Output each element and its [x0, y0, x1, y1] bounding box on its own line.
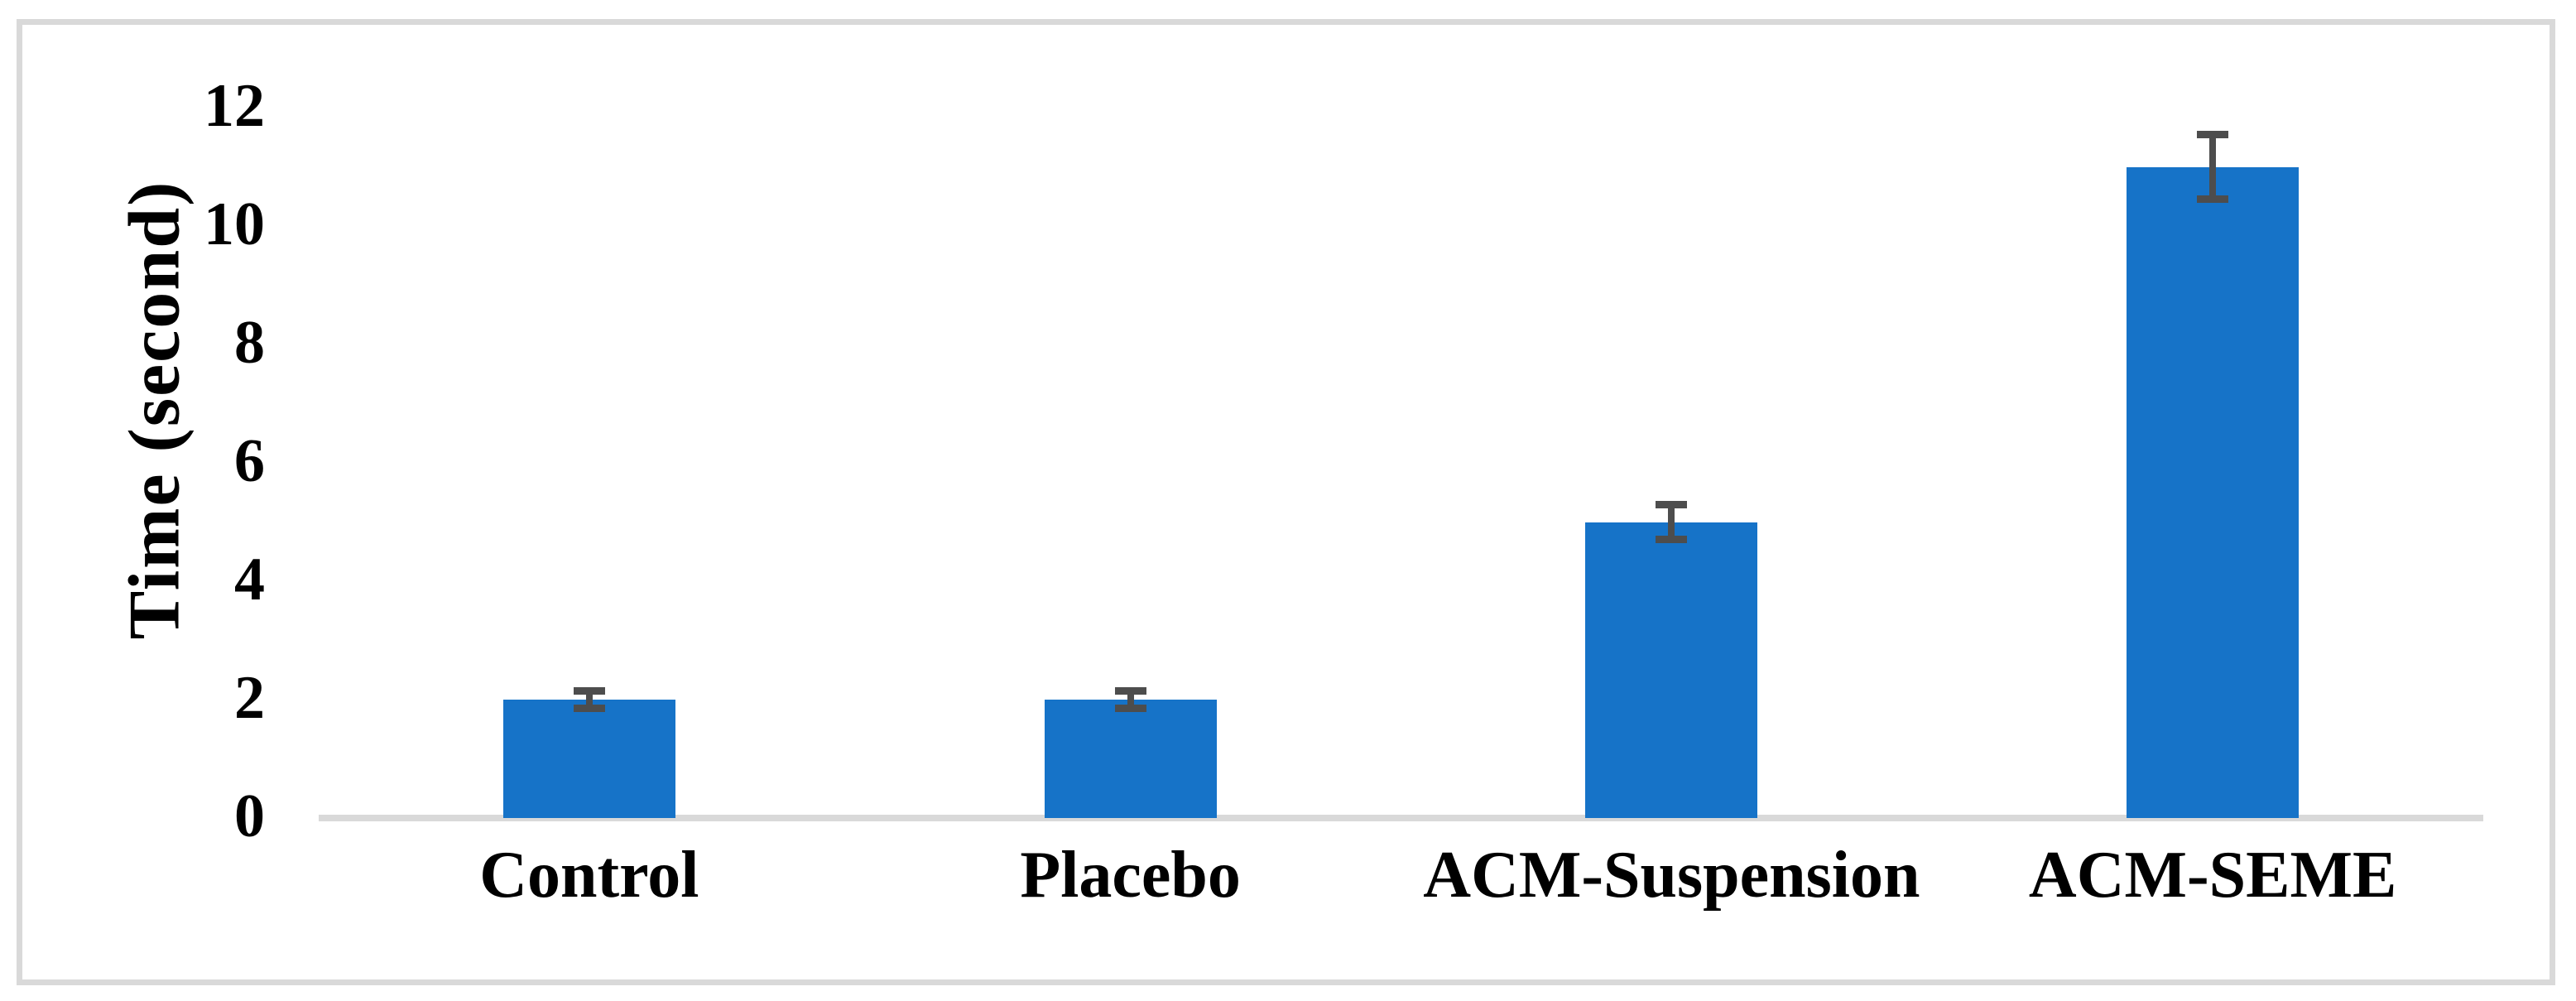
- y-tick-label: 4: [234, 545, 265, 614]
- error-bar-whisker: [2209, 134, 2217, 200]
- error-bar-cap: [1656, 500, 1688, 508]
- x-category-label: ACM-Suspension: [1423, 839, 1920, 912]
- y-tick-label: 0: [234, 782, 265, 850]
- y-tick-label: 8: [234, 308, 265, 377]
- bar: [2127, 166, 2300, 818]
- error-bar-cap: [1656, 536, 1688, 544]
- y-tick-label: 6: [234, 426, 265, 495]
- x-category-label: Control: [479, 839, 699, 912]
- x-category-label: Placebo: [1020, 839, 1241, 912]
- x-category-label: ACM-SEME: [2028, 839, 2397, 912]
- y-tick-label: 2: [234, 663, 265, 732]
- error-bar-cap: [573, 705, 605, 713]
- y-tick-label: 10: [204, 190, 265, 258]
- error-bar-whisker: [1127, 691, 1134, 709]
- error-bar-cap: [2197, 195, 2229, 204]
- error-bar-cap: [1114, 705, 1146, 713]
- error-bar-whisker: [1668, 504, 1675, 540]
- error-bar-cap: [1114, 686, 1146, 695]
- bar: [502, 700, 675, 818]
- error-bar-whisker: [585, 691, 593, 709]
- error-bar-cap: [2197, 130, 2229, 138]
- error-bar-cap: [573, 686, 605, 695]
- x-axis-line: [319, 815, 2483, 821]
- bar: [1585, 522, 1758, 818]
- y-tick-label: 12: [204, 71, 265, 140]
- bar: [1044, 700, 1217, 818]
